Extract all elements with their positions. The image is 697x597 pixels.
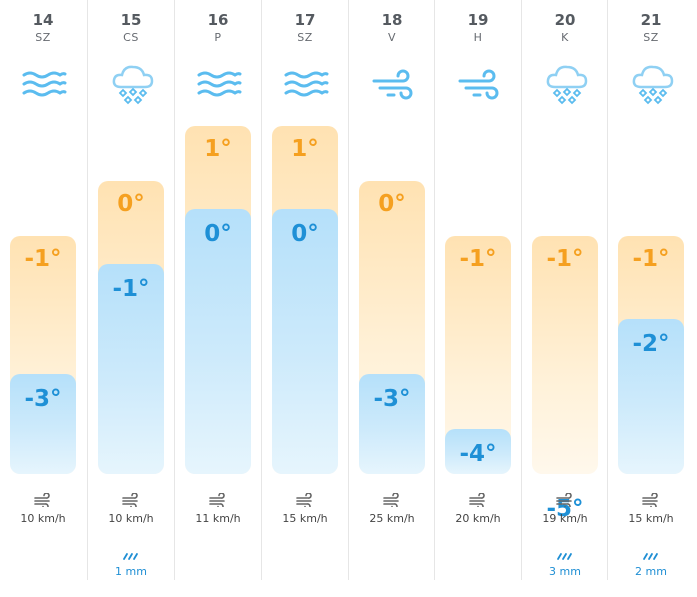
day-number: 19 xyxy=(467,11,489,29)
day-number: 15 xyxy=(120,11,142,29)
min-temp: 0° xyxy=(204,221,232,247)
snow-icon xyxy=(629,62,675,106)
day-number: 14 xyxy=(32,11,54,29)
day-number: 16 xyxy=(207,11,229,29)
day-column[interactable]: 20 K -1° -5° 19 km/h 3 mm xyxy=(521,0,608,580)
wind-direction-icon xyxy=(295,492,315,510)
day-column[interactable]: 16 P 1° 0° 11 km/h xyxy=(174,0,261,580)
day-number: 20 xyxy=(554,11,576,29)
day-abbreviation: SZ xyxy=(35,31,51,44)
rain-icon xyxy=(121,546,141,560)
wind-direction-icon xyxy=(121,492,141,510)
max-temp: 1° xyxy=(204,136,232,162)
precipitation-amount: 3 mm xyxy=(549,565,581,578)
min-temp: -4° xyxy=(459,441,497,467)
min-temp: -1° xyxy=(112,276,150,302)
max-temp: -1° xyxy=(632,246,670,272)
max-temp: 0° xyxy=(117,191,145,217)
max-temp-bar: -1° xyxy=(532,236,598,474)
wind-icon xyxy=(456,62,502,106)
fog-icon xyxy=(283,62,329,106)
wind-icon xyxy=(370,62,416,106)
max-temp: 1° xyxy=(291,136,319,162)
max-temp: 0° xyxy=(378,191,406,217)
wind-direction-icon xyxy=(33,492,53,510)
wind-speed: 11 km/h xyxy=(195,512,241,525)
max-temp: -1° xyxy=(459,246,497,272)
precipitation-amount: 1 mm xyxy=(115,565,147,578)
wind-direction-icon xyxy=(641,492,661,510)
wind-direction-icon xyxy=(382,492,402,510)
wind-speed: 19 km/h xyxy=(542,512,588,525)
day-number: 17 xyxy=(294,11,316,29)
min-temp: -2° xyxy=(632,331,670,357)
day-number: 18 xyxy=(381,11,403,29)
rain-icon xyxy=(555,546,575,560)
day-column[interactable]: 14 SZ -1° -3° 10 km/h xyxy=(0,0,86,580)
day-abbreviation: SZ xyxy=(643,31,659,44)
day-column[interactable]: 18 V 0° -3° 25 km/h xyxy=(348,0,435,580)
min-temp: -3° xyxy=(24,386,62,412)
day-abbreviation: P xyxy=(214,31,222,44)
snow-icon xyxy=(543,62,589,106)
day-abbreviation: V xyxy=(387,31,397,44)
day-abbreviation: SZ xyxy=(297,31,313,44)
min-temp-bar: 0° xyxy=(185,209,251,474)
snow-icon xyxy=(109,62,155,106)
fog-icon xyxy=(21,62,67,106)
wind-direction-icon xyxy=(468,492,488,510)
day-abbreviation: H xyxy=(473,31,483,44)
wind-speed: 10 km/h xyxy=(108,512,154,525)
wind-speed: 15 km/h xyxy=(628,512,674,525)
wind-direction-icon xyxy=(555,492,575,510)
min-temp-bar: -3° xyxy=(10,374,76,474)
min-temp-bar: 0° xyxy=(272,209,338,474)
min-temp-bar: -3° xyxy=(359,374,425,474)
wind-direction-icon xyxy=(208,492,228,510)
min-temp: 0° xyxy=(291,221,319,247)
min-temp-bar: -1° xyxy=(98,264,164,474)
rain-icon xyxy=(641,546,661,560)
fog-icon xyxy=(196,62,242,106)
day-number: 21 xyxy=(640,11,662,29)
precipitation-amount: 2 mm xyxy=(635,565,667,578)
day-column[interactable]: 17 SZ 1° 0° 15 km/h xyxy=(261,0,348,580)
wind-speed: 10 km/h xyxy=(20,512,66,525)
min-temp: -3° xyxy=(373,386,411,412)
wind-speed: 20 km/h xyxy=(455,512,501,525)
day-column[interactable]: 19 H -1° -4° 20 km/h xyxy=(434,0,521,580)
day-column[interactable]: 15 CS 0° -1° 10 km/h 1 mm xyxy=(87,0,174,580)
wind-speed: 25 km/h xyxy=(369,512,415,525)
day-abbreviation: K xyxy=(561,31,569,44)
day-abbreviation: CS xyxy=(123,31,139,44)
day-column[interactable]: 21 SZ -1° -2° 15 km/h 2 mm xyxy=(607,0,694,580)
max-temp: -1° xyxy=(546,246,584,272)
min-temp-bar: -2° xyxy=(618,319,684,474)
max-temp: -1° xyxy=(24,246,62,272)
wind-speed: 15 km/h xyxy=(282,512,328,525)
min-temp-bar: -4° xyxy=(445,429,511,474)
